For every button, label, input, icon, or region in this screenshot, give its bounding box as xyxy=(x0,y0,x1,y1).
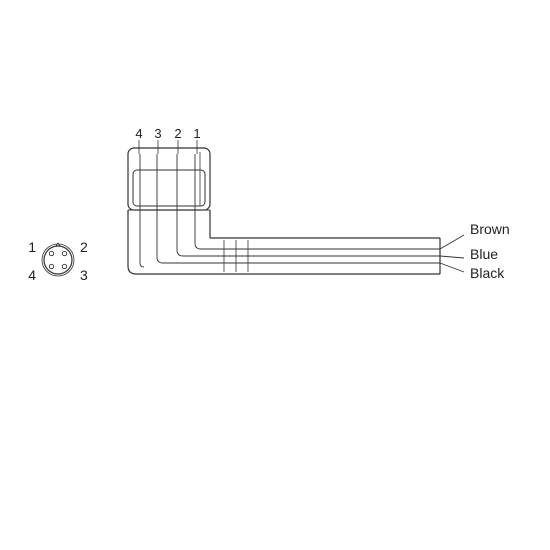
top-pin-2: 2 xyxy=(174,126,181,141)
wire-label-blue: Blue xyxy=(470,246,498,262)
face-pin-1: 1 xyxy=(28,239,36,255)
top-pin-1: 1 xyxy=(193,126,200,141)
face-pin-4: 4 xyxy=(28,267,36,283)
wire-label-brown: Brown xyxy=(470,221,510,237)
face-pin-2: 2 xyxy=(80,239,88,255)
wire-label-black: Black xyxy=(470,265,505,281)
top-pin-4: 4 xyxy=(135,126,142,141)
top-pin-3: 3 xyxy=(154,126,161,141)
face-pin-3: 3 xyxy=(80,267,88,283)
